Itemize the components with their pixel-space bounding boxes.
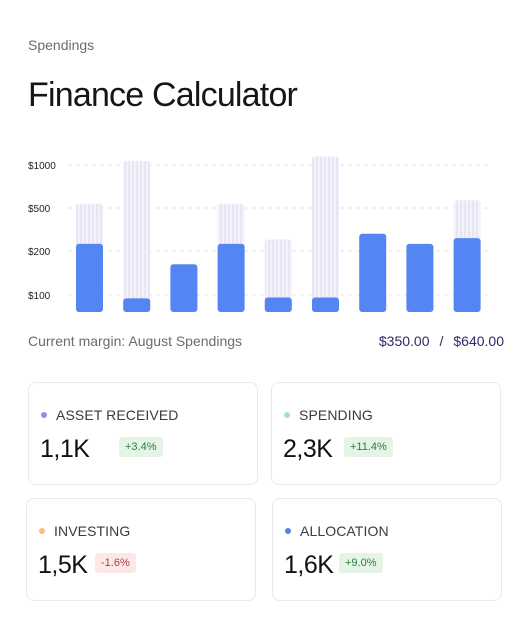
- stat-card-value: 1,5K: [38, 551, 88, 579]
- asset-received-dot-icon: [41, 412, 47, 418]
- current-margin-label: Current margin: August Spendings: [28, 333, 243, 349]
- bar-value-1: [76, 243, 103, 312]
- y-tick-label: $200: [28, 247, 51, 258]
- bar-value-8: [406, 243, 434, 312]
- stat-card-asset-received[interactable]: ASSET RECEIVED 1,1K +3.4%: [28, 382, 258, 485]
- stat-card-value: 2,3K: [283, 435, 333, 463]
- section-label: Spendings: [28, 37, 95, 53]
- stat-card-change-badge: -1.6%: [95, 553, 136, 573]
- bar-total-2: [123, 160, 151, 312]
- stat-card-label: ALLOCATION: [300, 523, 389, 539]
- bar-value-9: [453, 238, 481, 312]
- allocation-dot-icon: [285, 528, 291, 534]
- stat-card-change-badge: +3.4%: [119, 437, 163, 457]
- stat-card-spending[interactable]: SPENDING 2,3K +11.4%: [271, 382, 501, 485]
- bar-value-2: [123, 298, 151, 312]
- current-margin-row: Current margin: August Spendings $350.00…: [28, 333, 504, 353]
- stat-card-allocation[interactable]: ALLOCATION 1,6K +9.0%: [272, 498, 502, 601]
- margin-separator: /: [439, 333, 444, 349]
- stat-card-value: 1,6K: [284, 551, 334, 579]
- margin-current-value: $350.00: [378, 333, 430, 349]
- stat-card-label: ASSET RECEIVED: [56, 407, 179, 423]
- stat-card-value: 1,1K: [40, 435, 90, 463]
- y-tick-label: $100: [28, 291, 51, 302]
- stat-card-investing[interactable]: INVESTING 1,5K -1.6%: [26, 498, 256, 601]
- bar-value-7: [359, 233, 387, 312]
- y-tick-label: $1000: [28, 161, 56, 172]
- stat-card-label: SPENDING: [299, 407, 373, 423]
- bar-value-5: [264, 297, 292, 312]
- stat-card-change-badge: +11.4%: [344, 437, 393, 457]
- bar-total-6: [312, 156, 339, 312]
- margin-total-value: $640.00: [453, 333, 504, 349]
- spendings-bar-chart: $1000 $500 $200 $100: [28, 156, 490, 312]
- stat-card-change-badge: +9.0%: [339, 553, 383, 573]
- bar-value-6: [312, 297, 339, 312]
- bar-value-4: [217, 243, 245, 312]
- y-tick-label: $500: [28, 204, 51, 215]
- spending-dot-icon: [284, 412, 290, 418]
- page-title: Finance Calculator: [28, 76, 298, 114]
- margin-values: $350.00 / $640.00: [379, 333, 504, 349]
- stat-card-label: INVESTING: [54, 523, 131, 539]
- bar-total-5: [264, 239, 292, 312]
- investing-dot-icon: [39, 528, 45, 534]
- bar-value-3: [170, 264, 198, 312]
